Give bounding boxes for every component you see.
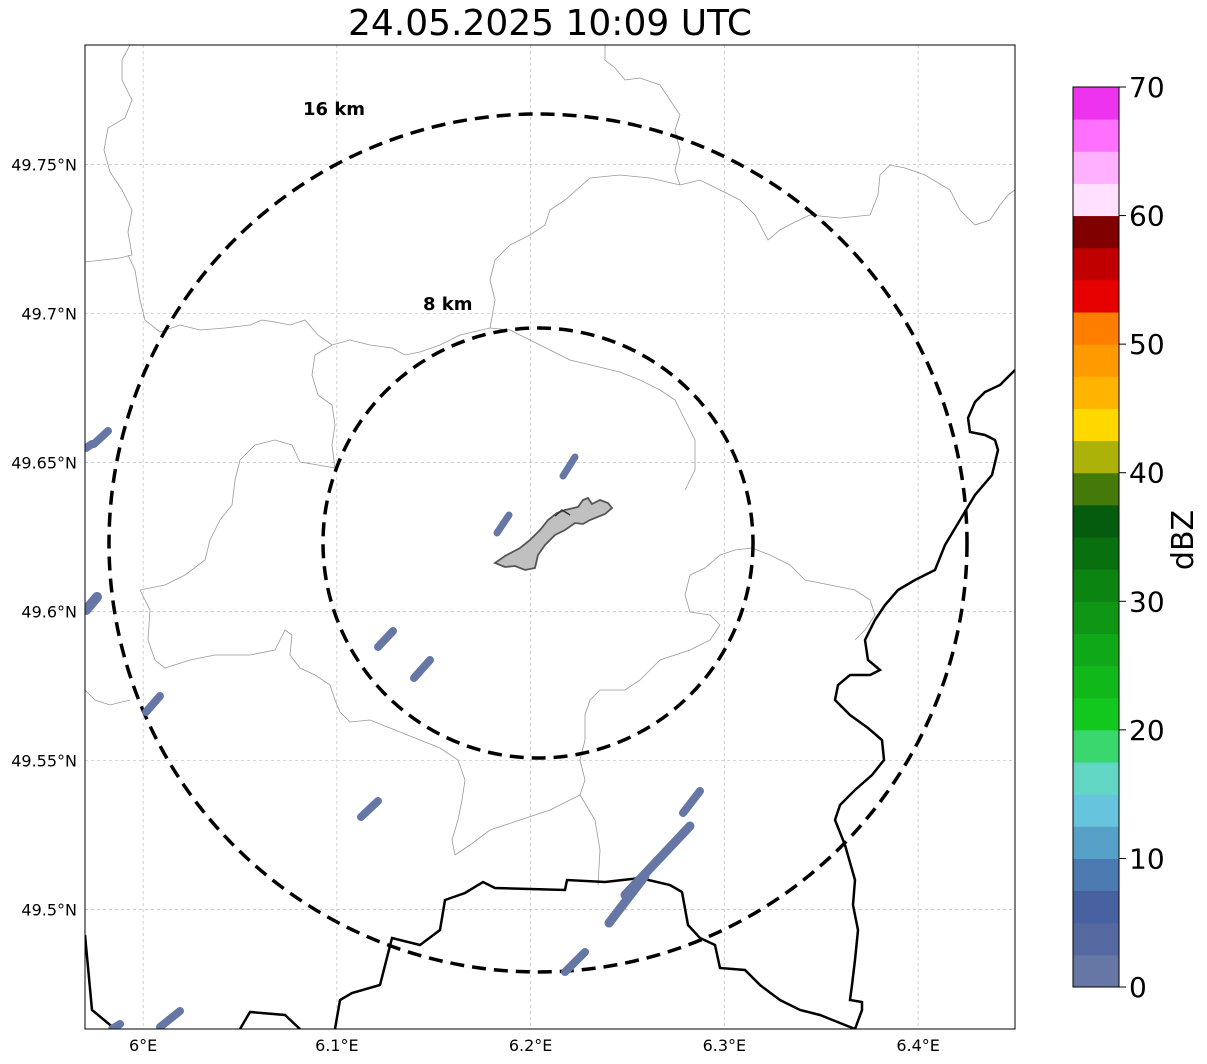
radar-echo [604, 871, 650, 928]
colorbar-segment [1073, 440, 1119, 474]
country-borders [85, 369, 1015, 1029]
colorbar-segment [1073, 376, 1119, 409]
lon-tick-label: 6.1°E [315, 1036, 359, 1055]
colorbar-tick-label: 60 [1129, 200, 1165, 233]
colorbar-segment [1073, 729, 1119, 763]
radar-echo [156, 1007, 184, 1029]
colorbar-tick-label: 50 [1129, 328, 1165, 361]
radar-echo [357, 797, 382, 821]
colorbar-segments [1073, 87, 1119, 988]
colorbar-segment [1073, 87, 1119, 120]
ring-label-8km: 8 km [423, 294, 473, 315]
lat-tick-label: 49.6°N [21, 603, 77, 622]
country-border-germany-lux [833, 369, 1015, 1029]
range-ring-16km [107, 112, 969, 974]
graticule [85, 45, 1015, 1029]
map-frame [84, 44, 1016, 1030]
colorbar-segment [1073, 697, 1119, 731]
colorbar-tick-label: 20 [1129, 714, 1165, 747]
colorbar-tick-label: 0 [1129, 971, 1147, 1004]
colorbar-tick-label: 30 [1129, 585, 1165, 618]
colorbar-segment [1073, 794, 1119, 827]
colorbar-segment [1073, 119, 1119, 152]
admin-boundary [604, 45, 681, 186]
radar-echo [85, 592, 102, 615]
lat-tick-label: 49.55°N [11, 752, 77, 771]
admin-boundary [751, 547, 876, 641]
admin-boundaries [85, 45, 1015, 886]
colorbar-segment [1073, 344, 1119, 377]
lon-tick-label: 6.2°E [509, 1036, 553, 1055]
admin-boundary [299, 344, 336, 469]
colorbar-segment [1073, 858, 1119, 892]
axis-tick-labels: 6°E 6.1°E 6.2°E 6.3°E 6.4°E 49.5°N 49.55°N 49.6… [11, 155, 940, 1055]
colorbar-segment [1073, 151, 1119, 184]
radar-echo [493, 511, 513, 537]
colorbar-segment [1073, 601, 1119, 634]
colorbar-segment [1073, 472, 1119, 506]
radar-echo [108, 1020, 124, 1029]
colorbar-segment [1073, 890, 1119, 924]
radar-echo [561, 948, 589, 976]
admin-boundary [674, 399, 696, 491]
colorbar-segment [1073, 247, 1119, 281]
lat-tick-label: 49.7°N [21, 304, 77, 323]
colorbar-segment [1073, 569, 1119, 602]
colorbar-segment [1073, 954, 1119, 988]
lon-tick-label: 6°E [129, 1036, 157, 1055]
lat-tick-label: 49.5°N [21, 901, 77, 920]
admin-boundary [579, 794, 601, 886]
radar-echo [410, 656, 434, 682]
colorbar-segment [1073, 633, 1119, 667]
admin-boundary [489, 164, 1015, 329]
map-panel: 16 km 8 km 6°E 6.1°E 6.2°E 6.3°E 6.4°E 49.5°N… [11, 44, 1016, 1055]
colorbar-segment [1073, 183, 1119, 217]
colorbar-tick-label: 40 [1129, 457, 1165, 490]
radar-echo [679, 787, 704, 817]
radar-echo-layer [85, 427, 704, 1029]
admin-boundary [139, 439, 301, 591]
admin-boundary [127, 254, 676, 401]
ring-label-16km: 16 km [303, 99, 365, 120]
country-border-france-lux [85, 934, 116, 1029]
colorbar-segment [1073, 312, 1119, 345]
admin-boundary [85, 689, 131, 706]
radar-echo [142, 692, 164, 716]
lon-tick-label: 6.3°E [703, 1036, 747, 1055]
colorbar-label: dBZ [1166, 510, 1201, 570]
colorbar-segment [1073, 665, 1119, 699]
range-ring-8km [321, 326, 755, 760]
colorbar-frame [1072, 86, 1120, 988]
lat-tick-label: 49.75°N [11, 155, 77, 174]
colorbar-segment [1073, 279, 1119, 313]
lat-tick-label: 49.65°N [11, 453, 77, 472]
colorbar-segment [1073, 826, 1119, 859]
colorbar-segment [1073, 408, 1119, 442]
radar-echo [559, 453, 579, 480]
city-area-detail [554, 509, 571, 517]
radar-echo [374, 627, 397, 651]
map-title: 24.05.2025 10:09 UTC [347, 3, 753, 44]
admin-boundary [85, 45, 133, 263]
admin-boundary [139, 589, 466, 856]
country-border-france-lux [333, 876, 856, 1029]
lon-tick-label: 6.4°E [896, 1036, 940, 1055]
colorbar-segment [1073, 922, 1119, 956]
colorbar-segment [1073, 215, 1119, 249]
city-area [493, 496, 614, 571]
colorbar-segment [1073, 537, 1119, 570]
colorbar-tick-label: 70 [1129, 71, 1165, 104]
colorbar-tick-label: 10 [1129, 842, 1165, 875]
colorbar-ticks: 0 10 20 30 40 50 60 70 [1119, 71, 1165, 1004]
colorbar-segment [1073, 504, 1119, 538]
colorbar-segment [1073, 762, 1119, 795]
colorbar: 0 10 20 30 40 50 60 70 dBZ [1072, 71, 1201, 1004]
country-border-france-lux [238, 1010, 301, 1029]
radar-echo [90, 427, 112, 448]
range-rings [107, 112, 969, 974]
admin-boundary [454, 547, 753, 856]
